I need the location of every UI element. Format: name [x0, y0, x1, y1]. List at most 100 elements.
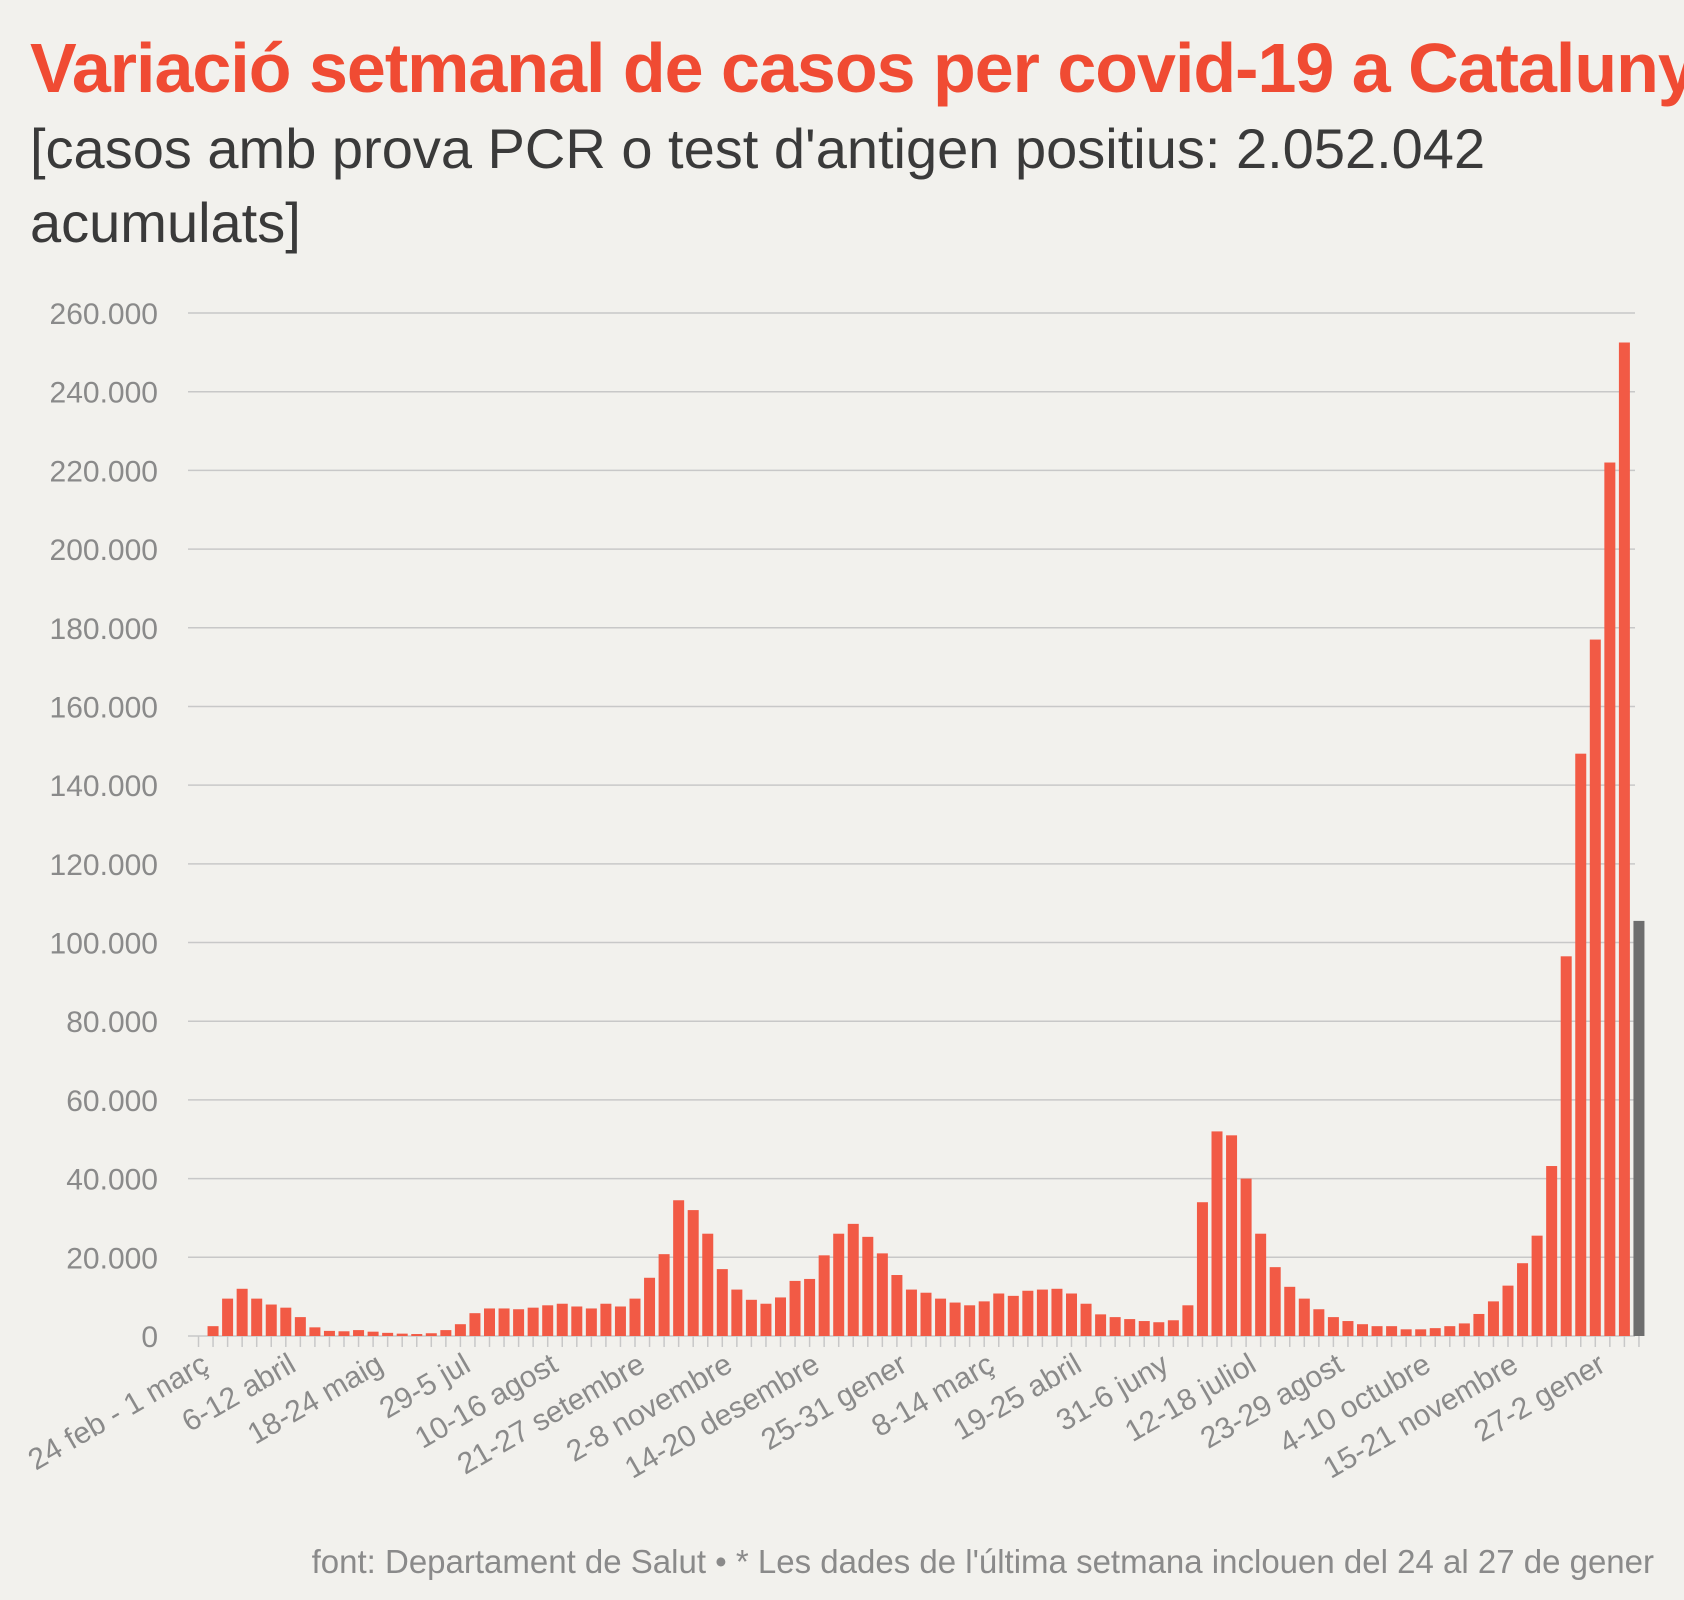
bar [818, 1255, 830, 1336]
bar [600, 1303, 612, 1336]
bar [585, 1308, 597, 1336]
bar [556, 1303, 568, 1336]
bar [1371, 1326, 1383, 1336]
bar [1182, 1305, 1194, 1336]
bar [1546, 1166, 1558, 1336]
y-tick-label: 0 [141, 1321, 158, 1354]
bar [382, 1332, 394, 1336]
bar [993, 1293, 1005, 1336]
bar [1327, 1317, 1339, 1336]
source-note: font: Departament de Salut • * Les dades… [311, 1543, 1654, 1580]
bar [1342, 1321, 1354, 1336]
bar [658, 1254, 670, 1336]
y-tick-label: 100.000 [50, 928, 158, 961]
y-tick-label: 240.000 [50, 377, 158, 410]
bar [1458, 1323, 1470, 1336]
bar [1473, 1313, 1485, 1336]
bar [978, 1301, 990, 1336]
bar [775, 1297, 786, 1336]
bar [367, 1331, 379, 1336]
bar [760, 1303, 772, 1336]
bar [905, 1289, 917, 1336]
y-tick-label: 180.000 [50, 613, 158, 646]
bar [542, 1305, 554, 1336]
bar [1124, 1319, 1136, 1336]
bar [1633, 920, 1645, 1336]
y-axis: 0 20.000 40.000 60.000 80.000 100.000 120.000 1… [50, 298, 158, 1354]
bar [222, 1298, 234, 1336]
y-tick-label: 120.000 [50, 849, 158, 882]
bar [716, 1269, 728, 1336]
bar [1211, 1131, 1223, 1336]
bar [527, 1307, 539, 1336]
bar [1240, 1178, 1252, 1336]
bar [1429, 1328, 1441, 1336]
bar [1167, 1320, 1179, 1336]
bar [1036, 1289, 1048, 1336]
y-tick-label: 40.000 [66, 1164, 158, 1197]
bar [1153, 1322, 1165, 1336]
bar [353, 1330, 365, 1336]
chart-subtitle: [casos amb prova PCR o test d'antigen po… [30, 117, 1486, 254]
bar-chart: 0 20.000 40.000 60.000 80.000 100.000 120.000 1… [23, 298, 1645, 1485]
bar [920, 1292, 932, 1336]
bar [935, 1298, 947, 1336]
bar [1386, 1326, 1398, 1336]
bar [323, 1330, 335, 1336]
bar [702, 1233, 714, 1336]
y-tick-label: 220.000 [50, 455, 158, 488]
bar [294, 1317, 306, 1336]
bar [396, 1333, 408, 1336]
bar [1051, 1288, 1063, 1336]
bar [964, 1305, 976, 1336]
bar [644, 1277, 656, 1336]
bar [236, 1288, 248, 1336]
bar [1487, 1301, 1499, 1336]
y-tick-label: 200.000 [50, 534, 158, 567]
bar [338, 1331, 350, 1336]
bar [1080, 1303, 1092, 1336]
bar [949, 1302, 961, 1336]
x-tick-marks [197, 1336, 1640, 1347]
bar [207, 1326, 219, 1336]
bar [411, 1334, 423, 1336]
bar [1531, 1235, 1543, 1336]
bar [1255, 1233, 1267, 1336]
bar [1284, 1286, 1296, 1336]
bar [876, 1253, 888, 1336]
bar [1196, 1202, 1208, 1336]
bar [1269, 1267, 1281, 1336]
bar [1313, 1309, 1325, 1336]
bar [1066, 1293, 1077, 1336]
y-tick-label: 140.000 [50, 770, 158, 803]
bar [1357, 1324, 1368, 1336]
bar [425, 1333, 437, 1336]
bar [731, 1289, 743, 1336]
bar [629, 1298, 641, 1336]
bar [1560, 956, 1572, 1336]
bar [1095, 1314, 1107, 1336]
bar [789, 1280, 801, 1336]
bar [454, 1324, 466, 1336]
bar [1502, 1285, 1514, 1336]
bar [251, 1298, 263, 1336]
bar [571, 1306, 583, 1336]
bar [673, 1200, 685, 1336]
bar [469, 1313, 481, 1336]
bar [891, 1275, 903, 1336]
bar [265, 1304, 277, 1336]
bar [498, 1308, 510, 1336]
y-tick-label: 20.000 [66, 1242, 158, 1275]
bar [1022, 1290, 1034, 1336]
bar [1400, 1329, 1412, 1336]
bar [1298, 1298, 1310, 1336]
bar [1007, 1295, 1019, 1336]
bar [614, 1306, 626, 1336]
bar [687, 1210, 699, 1336]
y-tick-label: 80.000 [66, 1006, 158, 1039]
bar [862, 1236, 874, 1336]
y-tick-label: 160.000 [50, 691, 158, 724]
bar [280, 1307, 292, 1336]
bar [1444, 1326, 1456, 1336]
bar [745, 1299, 757, 1336]
